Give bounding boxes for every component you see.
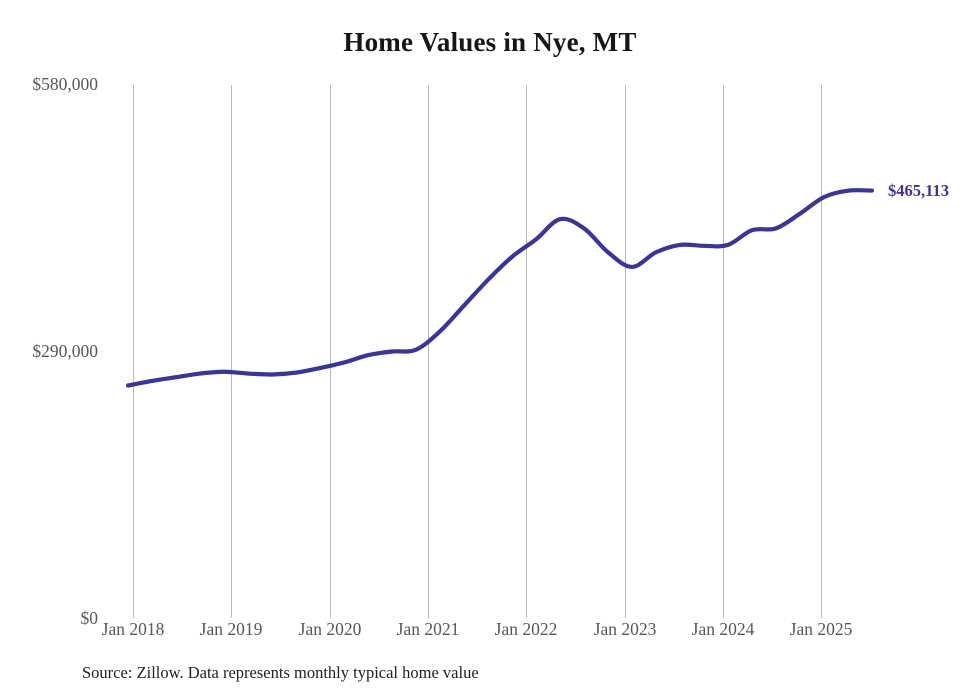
y-axis-tick-0: $0: [80, 608, 99, 628]
x-axis-tick-jan-2022: Jan 2022: [494, 619, 558, 639]
x-axis-tick-jan-2018: Jan 2018: [101, 619, 165, 639]
x-axis-tick-jan-2021: Jan 2021: [396, 619, 460, 639]
y-axis-tick-580000: $580,000: [32, 74, 98, 94]
series-line-typical-home-value: [125, 188, 875, 388]
source-footnote: Source: Zillow. Data represents monthly …: [82, 663, 479, 682]
series-endpoint-value-label: $465,113: [888, 180, 949, 200]
page-title: Home Values in Nye, MT: [343, 27, 637, 57]
x-axis-tick-jan-2025: Jan 2025: [789, 619, 853, 639]
x-axis-tick-jan-2020: Jan 2020: [298, 619, 362, 639]
x-axis-tick-jan-2023: Jan 2023: [593, 619, 657, 639]
x-axis-tick-jan-2019: Jan 2019: [199, 619, 263, 639]
y-axis-tick-290000: $290,000: [32, 341, 98, 361]
x-axis-tick-jan-2024: Jan 2024: [691, 619, 755, 639]
gridlines: [133, 85, 822, 618]
